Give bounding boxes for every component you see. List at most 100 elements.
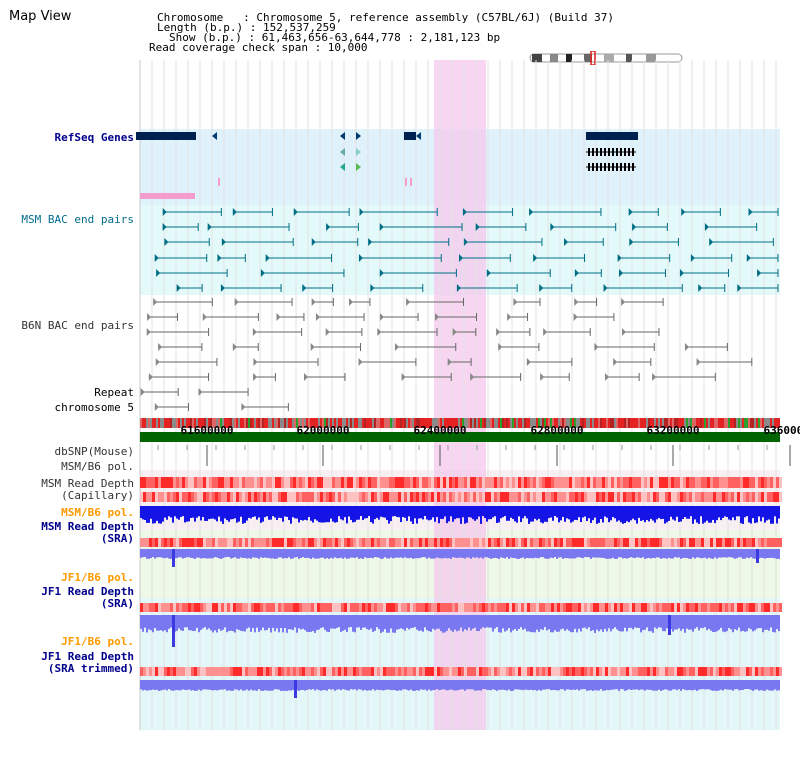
read-depth-bar — [268, 615, 270, 628]
read-depth-bar — [290, 615, 292, 630]
polymorphism-strip — [329, 477, 332, 488]
read-depth-bar — [470, 506, 472, 518]
read-depth-bar — [464, 680, 466, 691]
track-label-jf1-read-depth-trimmed[interactable]: JF1 Read Depth — [41, 650, 134, 663]
polymorphism-strip — [425, 538, 428, 547]
track-label-b6n-bac[interactable]: B6N BAC end pairs — [21, 319, 134, 332]
read-depth-bar — [400, 506, 402, 523]
track-label-jf1-read-depth-sra[interactable]: JF1 Read Depth — [41, 585, 134, 598]
track-label-repeat[interactable]: Repeat — [94, 386, 134, 399]
bac-end-marker — [156, 269, 161, 277]
read-depth-bar — [710, 680, 712, 691]
polymorphism-strip — [698, 667, 701, 676]
chromosome-ideogram[interactable] — [528, 51, 688, 65]
read-depth-bar — [772, 615, 774, 632]
polymorphism-strip — [374, 477, 377, 488]
polymorphism-strip — [533, 492, 536, 502]
polymorphism-strip — [356, 538, 359, 547]
polymorphism-strip — [716, 667, 719, 676]
polymorphism-strip — [143, 538, 146, 547]
read-depth-bar — [678, 680, 680, 690]
read-depth-bar — [142, 680, 144, 691]
polymorphism-strip — [140, 477, 143, 488]
read-depth-bar — [186, 549, 188, 558]
polymorphism-strip — [620, 603, 623, 612]
read-depth-bar — [694, 680, 696, 690]
polymorphism-strip — [395, 492, 398, 502]
read-depth-bar — [226, 615, 228, 633]
polymorphism-strip — [674, 492, 677, 502]
polymorphism-strip — [317, 603, 320, 612]
polymorphism-strip — [674, 667, 677, 676]
bac-end-marker — [458, 254, 463, 262]
polymorphism-strip — [203, 538, 206, 547]
polymorphism-strip — [239, 477, 242, 488]
polymorphism-strip — [350, 603, 353, 612]
polymorphism-strip — [626, 667, 629, 676]
track-label-jf1-b6-pol-2[interactable]: JF1/B6 pol. — [61, 635, 134, 648]
read-depth-bar — [256, 615, 258, 628]
track-label-msm-read-depth-capillary[interactable]: MSM Read Depth — [41, 477, 134, 490]
polymorphism-strip — [704, 538, 707, 547]
track-label-msm-b6-pol[interactable]: MSM/B6 pol. — [61, 460, 134, 473]
read-depth-bar — [490, 549, 492, 559]
polymorphism-strip — [593, 477, 596, 488]
polymorphism-strip — [485, 477, 488, 488]
read-depth-bar — [750, 680, 752, 690]
polymorphism-strip — [218, 667, 221, 676]
polymorphism-strip — [509, 603, 512, 612]
upper-depth-bg — [140, 470, 780, 530]
track-label-msm-read-depth-sra[interactable]: MSM Read Depth — [41, 520, 134, 533]
polymorphism-strip — [320, 477, 323, 488]
polymorphism-strip — [590, 667, 593, 676]
read-depth-bar — [154, 680, 156, 691]
bac-end-marker — [704, 223, 709, 231]
polymorphism-strip — [518, 477, 521, 488]
read-depth-bar — [764, 615, 766, 630]
polymorphism-strip — [362, 603, 365, 612]
read-depth-bar — [164, 615, 166, 631]
track-label-jf1-b6-pol[interactable]: JF1/B6 pol. — [61, 571, 134, 584]
polymorphism-strip — [485, 538, 488, 547]
read-depth-bar — [530, 680, 532, 690]
bac-end-marker — [221, 238, 226, 246]
track-label-chromosome[interactable]: chromosome 5 — [54, 401, 134, 414]
track-label-dbsnp[interactable]: dbSNP(Mouse) — [54, 445, 134, 458]
read-depth-bar — [370, 680, 372, 691]
repeat-block — [620, 418, 622, 428]
read-depth-bar — [254, 506, 256, 517]
read-depth-bar — [584, 680, 586, 690]
read-depth-bar — [424, 506, 426, 517]
polymorphism-strip — [413, 492, 416, 502]
polymorphism-strip — [350, 538, 353, 547]
polymorphism-strip — [659, 603, 662, 612]
track-label-msm-bac[interactable]: MSM BAC end pairs — [21, 213, 134, 226]
polymorphism-strip — [323, 477, 326, 488]
track-label-msm-b6-pol-2[interactable]: MSM/B6 pol. — [61, 506, 134, 519]
polymorphism-strip — [620, 667, 623, 676]
read-depth-bar — [502, 506, 504, 518]
read-depth-bar — [416, 680, 418, 691]
read-depth-bar — [496, 680, 498, 691]
polymorphism-strip — [395, 538, 398, 547]
read-depth-bar — [454, 615, 456, 630]
read-depth-bar — [544, 506, 546, 522]
read-depth-bar — [302, 506, 304, 521]
read-depth-bar — [338, 680, 340, 690]
polymorphism-strip — [416, 667, 419, 676]
read-depth-bar — [726, 506, 728, 518]
read-depth-bar — [468, 615, 470, 628]
polymorphism-strip — [566, 538, 569, 547]
bac-end-marker — [147, 313, 152, 321]
read-depth-bar — [560, 549, 562, 558]
read-depth-bar — [178, 549, 180, 558]
gene-exon — [632, 163, 634, 171]
polymorphism-strip — [407, 603, 410, 612]
read-depth-bar — [238, 549, 240, 559]
polymorphism-strip — [548, 477, 551, 488]
read-depth-bar — [340, 680, 342, 691]
track-label-refseq-genes[interactable]: RefSeq Genes — [54, 131, 134, 144]
polymorphism-strip — [551, 603, 554, 612]
bac-end-marker — [539, 284, 544, 292]
read-depth-bar — [536, 506, 538, 521]
